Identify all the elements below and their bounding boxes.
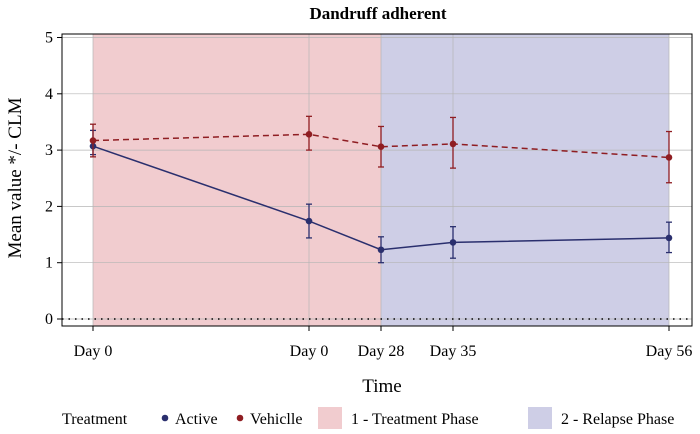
legend-swatch-phase-2 — [528, 407, 552, 429]
series-line-vehiclle — [92, 133, 670, 159]
data-point-active — [377, 246, 385, 254]
data-point-vehiclle — [665, 154, 673, 161]
y-tick-label: 1 — [45, 255, 53, 272]
legend-label-phase-2: 2 - Relapse Phase — [561, 411, 674, 428]
phase-band-2 — [381, 34, 669, 326]
legend-label-vehiclle: Vehiclle — [250, 411, 302, 428]
legend-title: Treatment — [62, 411, 128, 428]
y-tick-label: 0 — [45, 311, 53, 328]
y-tick-label: 5 — [45, 30, 53, 47]
y-tick-label: 2 — [45, 198, 53, 215]
data-point-vehiclle — [305, 131, 313, 138]
chart-title: Dandruff adherent — [309, 4, 446, 23]
x-tick-label: Day 35 — [430, 343, 477, 360]
legend-marker-vehiclle — [236, 414, 244, 422]
legend: Treatment Active Vehiclle 1 - Treatment Ph… — [62, 407, 674, 429]
data-point-vehiclle — [377, 143, 385, 151]
legend-swatch-phase-1 — [318, 407, 342, 429]
data-point-vehiclle — [89, 137, 97, 144]
x-tick-label: Day 0 — [74, 343, 113, 360]
data-point-active — [305, 217, 313, 225]
data-point-active — [665, 234, 673, 242]
x-axis-title: Time — [362, 376, 401, 397]
legend-label-active: Active — [175, 411, 218, 428]
x-tick-label: Day 28 — [358, 343, 405, 360]
legend-label-phase-1: 1 - Treatment Phase — [351, 411, 479, 428]
data-point-vehiclle — [449, 140, 457, 148]
plot-area: 0 1 2 3 4 5 Day 0 Day 0 Day 28 Day 35 Day 56 — [45, 30, 693, 360]
y-axis-title: Mean value */- CLM — [5, 97, 26, 258]
plot-frame — [61, 33, 693, 327]
y-tick-label: 4 — [45, 86, 53, 103]
x-tick-label: Day 56 — [646, 343, 693, 360]
data-point-active — [449, 239, 457, 246]
x-tick-label: Day 0 — [290, 343, 329, 360]
y-tick-label: 3 — [45, 142, 53, 159]
phase-band-1 — [93, 34, 381, 326]
legend-marker-active — [161, 414, 169, 422]
